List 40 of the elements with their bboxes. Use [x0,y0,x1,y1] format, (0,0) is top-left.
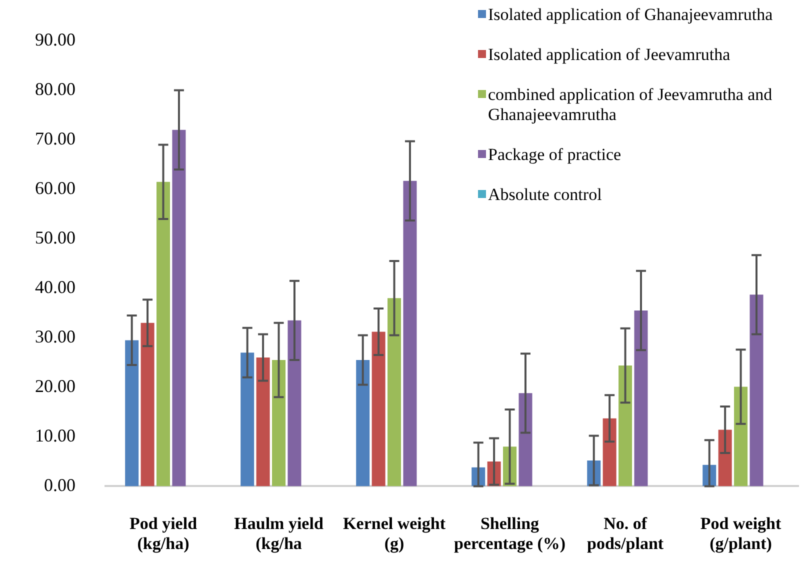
bar [256,358,270,486]
bar [240,352,254,486]
x-tick-label: Haulm yield (kg/ha [234,514,324,554]
bar [388,298,402,486]
bar [602,418,616,486]
bar [403,180,417,486]
legend-label: combined application of Jeevamrutha and Ghanajeevamrutha [488,85,774,125]
bar [718,430,732,486]
y-tick-label: 80.00 [35,79,76,100]
y-tick-label: 70.00 [35,128,76,149]
bar [372,332,386,486]
legend-label: Absolute control [488,185,602,205]
bar [618,365,632,486]
x-tick-label: Pod yield (kg/ha) [129,514,198,554]
x-tick-label: Shelling percentage (%) [454,514,566,554]
bar [750,294,764,486]
y-tick-label: 0.00 [44,474,76,495]
y-tick-label: 30.00 [35,326,76,346]
bar [172,130,186,486]
bar [140,322,154,486]
x-tick-label: No. of pods/plant [587,514,664,554]
bar [125,340,139,486]
y-tick-label: 90.00 [35,30,76,50]
y-tick-label: 40.00 [35,276,76,297]
y-tick-label: 10.00 [35,425,76,446]
x-tick-label: Kernel weight (g) [343,514,446,554]
y-tick-label: 50.00 [35,227,76,248]
bar [156,182,170,486]
legend-label: Package of practice [488,145,622,165]
legend-label: Isolated application of Ghanajeevamrutha [488,5,773,25]
x-tick-label: Pod weight (g/plant) [700,514,782,554]
bar [272,360,286,486]
bar [734,386,748,486]
bar [356,360,370,486]
bar [288,320,302,486]
legend-label: Isolated application of Jeevamrutha [488,45,730,65]
bar [634,310,648,486]
bar [518,393,532,486]
y-tick-label: 20.00 [35,376,76,396]
y-tick-label: 60.00 [35,178,76,198]
